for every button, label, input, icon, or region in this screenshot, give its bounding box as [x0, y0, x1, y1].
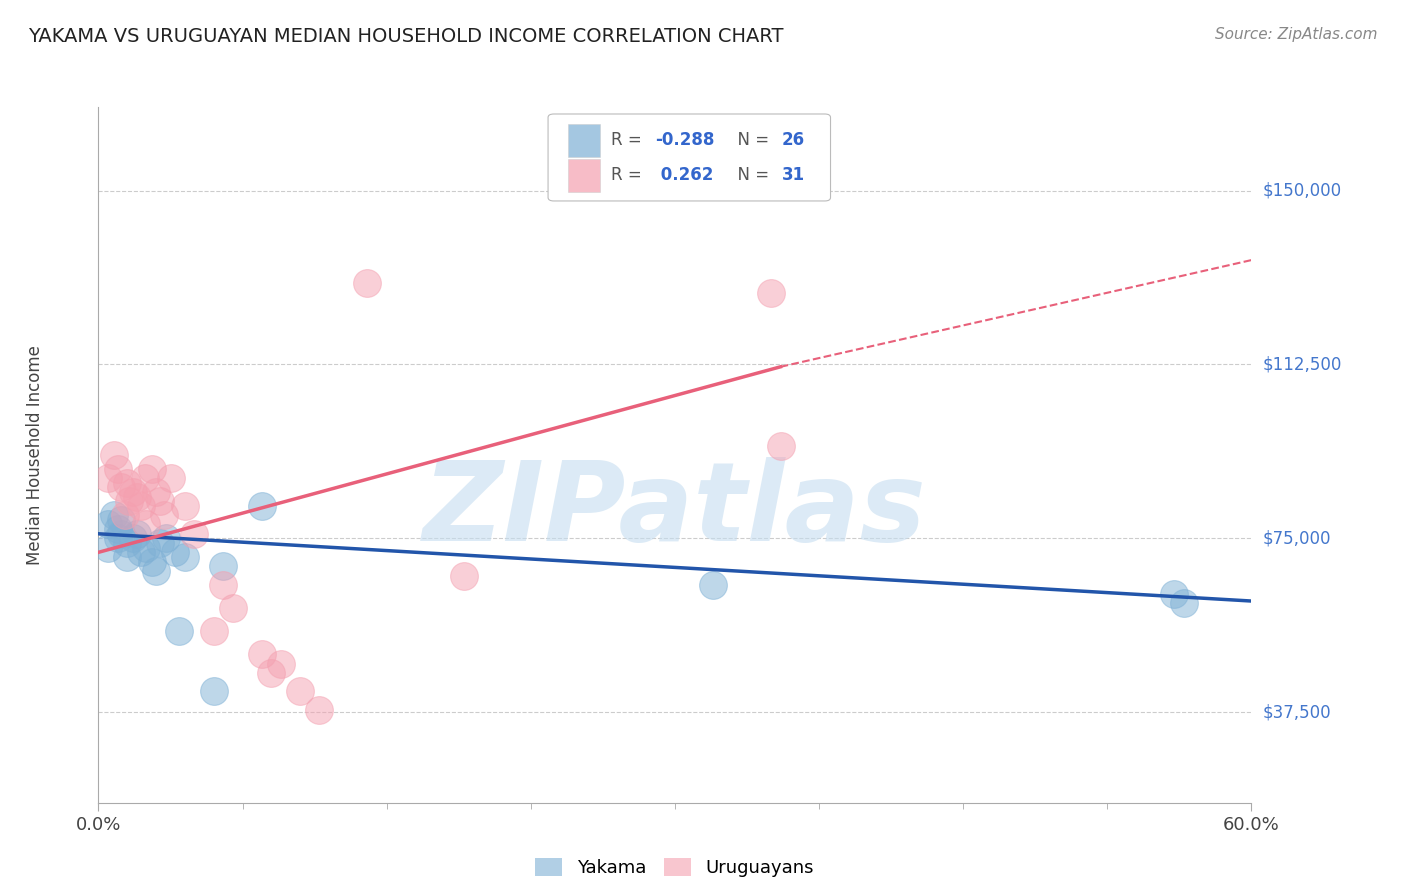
Point: [141, 462, 163, 476]
Point: [141, 555, 163, 569]
Point: [174, 499, 197, 513]
Text: $75,000: $75,000: [1263, 530, 1331, 548]
Point: [125, 526, 148, 541]
Point: [97, 541, 120, 555]
Text: $150,000: $150,000: [1263, 182, 1341, 200]
Text: $112,500: $112,500: [1263, 356, 1341, 374]
Point: [122, 485, 145, 500]
Point: [135, 517, 157, 532]
Point: [260, 665, 283, 680]
Text: N =: N =: [727, 166, 775, 185]
Point: [118, 494, 141, 508]
Point: [122, 532, 145, 546]
Point: [129, 499, 152, 513]
FancyBboxPatch shape: [568, 159, 600, 192]
Point: [270, 657, 292, 671]
Point: [110, 513, 132, 527]
Legend: Yakama, Uruguayans: Yakama, Uruguayans: [529, 850, 821, 884]
Text: 26: 26: [782, 131, 806, 150]
Point: [165, 545, 187, 559]
Text: -0.288: -0.288: [655, 131, 714, 150]
Point: [212, 559, 235, 574]
Point: [759, 285, 782, 300]
Text: R =: R =: [612, 166, 648, 185]
Point: [202, 684, 225, 698]
Point: [103, 448, 125, 462]
Point: [97, 517, 120, 532]
Point: [135, 541, 157, 555]
FancyBboxPatch shape: [548, 114, 831, 201]
Point: [125, 490, 148, 504]
Point: [212, 578, 235, 592]
Point: [1173, 596, 1195, 610]
Point: [702, 578, 724, 592]
Point: [107, 522, 129, 536]
Text: $37,500: $37,500: [1263, 704, 1331, 722]
Point: [160, 471, 183, 485]
Point: [97, 471, 120, 485]
Point: [356, 277, 378, 291]
Point: [117, 536, 138, 550]
Point: [149, 536, 172, 550]
Text: N =: N =: [727, 131, 775, 150]
Point: [453, 568, 475, 582]
Text: Source: ZipAtlas.com: Source: ZipAtlas.com: [1215, 27, 1378, 42]
Point: [308, 703, 330, 717]
Text: 31: 31: [782, 166, 806, 185]
Point: [183, 526, 205, 541]
Point: [129, 545, 152, 559]
Point: [103, 508, 125, 523]
Point: [134, 471, 156, 485]
Point: [152, 508, 174, 523]
Point: [250, 499, 273, 513]
Point: [117, 475, 138, 490]
Text: YAKAMA VS URUGUAYAN MEDIAN HOUSEHOLD INCOME CORRELATION CHART: YAKAMA VS URUGUAYAN MEDIAN HOUSEHOLD INC…: [28, 27, 783, 45]
Point: [110, 526, 132, 541]
Point: [290, 684, 312, 698]
Point: [155, 532, 177, 546]
Point: [110, 480, 132, 494]
Point: [145, 564, 167, 578]
Point: [107, 462, 129, 476]
FancyBboxPatch shape: [568, 124, 600, 157]
Text: Median Household Income: Median Household Income: [25, 345, 44, 565]
Text: 0.262: 0.262: [655, 166, 714, 185]
Point: [167, 624, 190, 639]
Text: ZIPatlas: ZIPatlas: [423, 457, 927, 564]
Point: [769, 439, 792, 453]
Point: [250, 648, 273, 662]
Point: [117, 549, 138, 564]
Text: R =: R =: [612, 131, 648, 150]
Point: [145, 485, 167, 500]
Point: [149, 494, 172, 508]
Point: [174, 549, 197, 564]
Point: [222, 601, 245, 615]
Point: [1163, 587, 1185, 601]
Point: [107, 532, 129, 546]
Point: [202, 624, 225, 639]
Point: [114, 508, 136, 523]
